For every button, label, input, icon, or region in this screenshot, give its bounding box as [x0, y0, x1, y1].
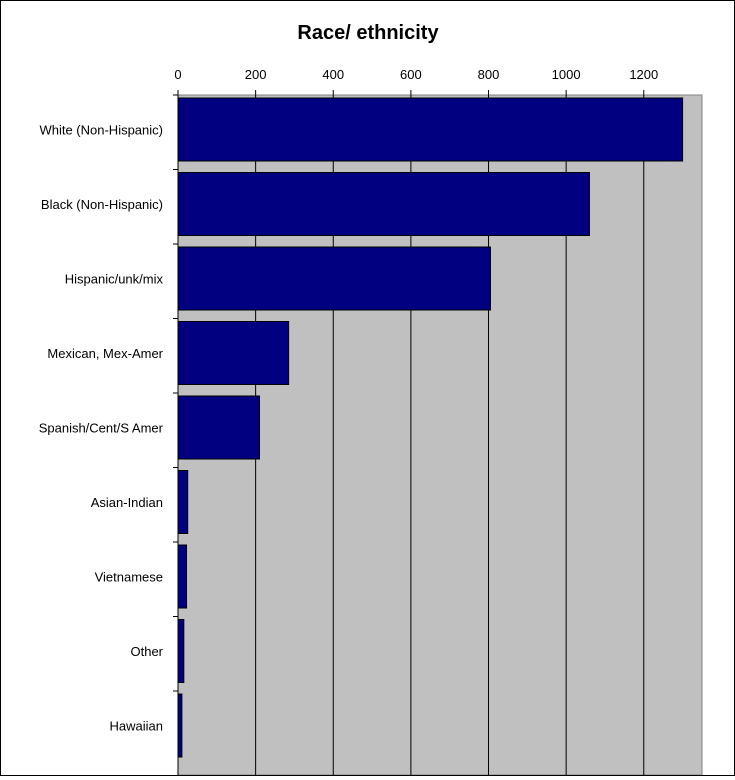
bar: [177, 395, 261, 460]
bar: [177, 321, 290, 385]
chart-title: Race/ ethnicity: [297, 22, 439, 44]
bar: [177, 693, 183, 758]
bar: [177, 97, 684, 162]
category-label: Hispanic/unk/mix: [65, 272, 164, 287]
category-label: Vietnamese: [95, 570, 163, 585]
x-tick-label: 1200: [629, 67, 658, 82]
x-tick-label: 200: [245, 67, 267, 82]
category-label: Spanish/Cent/S Amer: [39, 421, 164, 436]
bar: [177, 172, 590, 236]
bar: [177, 544, 188, 609]
x-tick-label: 400: [322, 67, 344, 82]
category-label: Asian-Indian: [91, 495, 163, 510]
bars: [177, 97, 684, 758]
x-tick-label: 600: [400, 67, 422, 82]
bar: [177, 246, 491, 311]
category-label: Other: [130, 644, 163, 659]
x-tick-label: 1000: [552, 67, 581, 82]
category-label: Hawaiian: [110, 719, 163, 734]
x-tick-label: 800: [478, 67, 500, 82]
category-label: White (Non-Hispanic): [39, 123, 163, 138]
category-label: Black (Non-Hispanic): [41, 197, 163, 212]
x-tick-label: 0: [174, 67, 181, 82]
category-labels: White (Non-Hispanic) Black (Non-Hispanic)…: [39, 123, 164, 734]
bar: [177, 619, 185, 683]
category-label: Mexican, Mex-Amer: [47, 346, 163, 361]
bar: [177, 470, 189, 534]
x-axis-ticks: 0 200 400 600 800 1000 1200: [174, 67, 658, 95]
y-axis: [173, 94, 179, 775]
